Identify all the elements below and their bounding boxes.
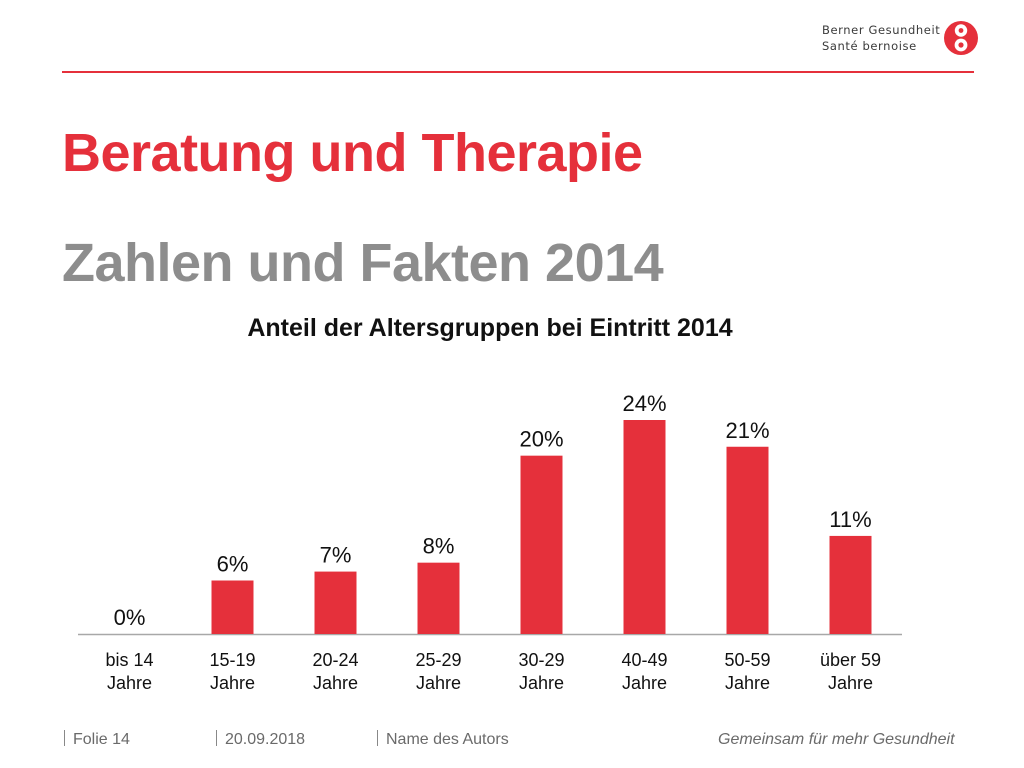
slide-subtitle: Zahlen und Fakten 2014 xyxy=(62,233,664,293)
footer-separator xyxy=(377,730,378,746)
footer-slide-label: Folie 14 xyxy=(73,731,130,748)
data-label: 11% xyxy=(829,507,871,532)
x-tick-label: 30-29 xyxy=(518,650,564,670)
x-tick-label: 20-24 xyxy=(312,650,358,670)
footer-date: 20.09.2018 xyxy=(216,730,305,749)
brand-line-1: Berner Gesundheit xyxy=(822,23,941,37)
bar xyxy=(623,420,666,634)
footer-slide-number: Folie 14 xyxy=(64,730,130,749)
x-tick-label: Jahre xyxy=(416,673,461,693)
x-tick-label: 50-59 xyxy=(724,650,770,670)
data-label: 7% xyxy=(320,543,352,568)
data-label: 24% xyxy=(622,391,666,416)
bar xyxy=(211,580,254,634)
x-tick-label: Jahre xyxy=(725,673,770,693)
x-tick-label: 25-29 xyxy=(415,650,461,670)
slide-title: Beratung und Therapie xyxy=(62,123,643,183)
bar xyxy=(314,571,357,634)
header-divider xyxy=(62,71,974,73)
data-label: 20% xyxy=(519,427,563,452)
footer-separator xyxy=(64,730,65,746)
footer-author-label: Name des Autors xyxy=(386,731,509,748)
footer-author: Name des Autors xyxy=(377,730,509,749)
x-tick-label: Jahre xyxy=(210,673,255,693)
bar xyxy=(726,446,769,634)
x-tick-label: Jahre xyxy=(622,673,667,693)
berner-gesundheit-logo-icon xyxy=(944,21,978,55)
chart-title: Anteil der Altersgruppen bei Eintritt 20… xyxy=(247,314,733,342)
bar xyxy=(520,455,563,634)
bar xyxy=(417,562,460,634)
bar xyxy=(829,535,872,634)
data-label: 8% xyxy=(423,534,455,559)
data-label: 6% xyxy=(217,552,249,577)
x-tick-label: Jahre xyxy=(519,673,564,693)
x-tick-label: 40-49 xyxy=(621,650,667,670)
data-label: 21% xyxy=(725,418,769,443)
x-tick-label: über 59 xyxy=(820,650,881,670)
footer-tagline: Gemeinsam für mehr Gesundheit xyxy=(718,731,955,748)
x-tick-label: 15-19 xyxy=(209,650,255,670)
x-tick-label: Jahre xyxy=(313,673,358,693)
brand-line-2: Santé bernoise xyxy=(822,39,917,53)
footer-separator xyxy=(216,730,217,746)
x-tick-label: bis 14 xyxy=(105,650,153,670)
x-tick-label: Jahre xyxy=(828,673,873,693)
x-tick-label: Jahre xyxy=(107,673,152,693)
brand-name: Berner Gesundheit Santé bernoise xyxy=(822,22,940,54)
data-label: 0% xyxy=(114,605,146,630)
footer-date-label: 20.09.2018 xyxy=(225,731,306,748)
